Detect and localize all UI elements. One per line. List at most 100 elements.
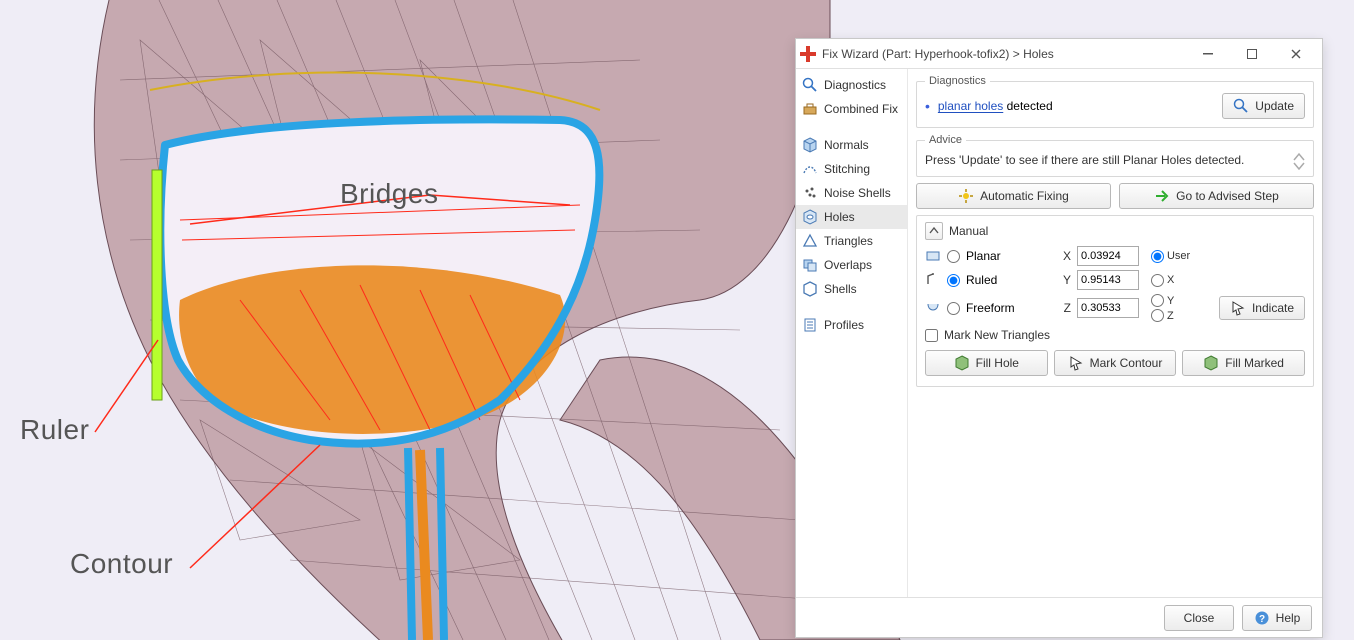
x-label: X [1049,249,1073,263]
wizard-nav: Diagnostics Combined Fix Normals Stitchi… [796,69,908,597]
holes-icon [802,209,818,225]
fill-marked-icon [1203,355,1219,371]
window-title: Fix Wizard (Part: Hyperhook-tofix2) > Ho… [822,47,1186,61]
annotation-bridges: Bridges [340,178,438,210]
planar-holes-link[interactable]: planar holes [938,99,1003,113]
arrow-right-icon [1154,188,1170,204]
mode-label: Planar [966,249,1001,263]
nav-label: Holes [824,210,855,224]
wizard-content: Diagnostics • planar holes detected Upda… [908,69,1322,597]
nav-triangles[interactable]: Triangles [796,229,907,253]
automatic-fixing-button[interactable]: Automatic Fixing [916,183,1111,209]
help-button[interactable]: ? Help [1242,605,1312,631]
help-icon: ? [1254,610,1270,626]
ruled-icon [925,272,941,288]
triangles-icon [802,233,818,249]
close-button[interactable]: Close [1164,605,1234,631]
nav-diagnostics[interactable]: Diagnostics [796,73,907,97]
svg-text:?: ? [1259,614,1265,625]
fill-hole-button[interactable]: Fill Hole [925,350,1048,376]
maximize-button[interactable] [1230,40,1274,68]
toolbox-icon [802,101,818,117]
minimize-button[interactable] [1186,40,1230,68]
nav-label: Shells [824,282,857,296]
update-button-label: Update [1255,99,1294,113]
chevron-down-icon [1293,161,1305,170]
freeform-icon [925,300,941,316]
titlebar[interactable]: Fix Wizard (Part: Hyperhook-tofix2) > Ho… [796,39,1322,69]
fill-marked-button[interactable]: Fill Marked [1182,350,1305,376]
annotation-ruler: Ruler [20,414,89,446]
nav-combined-fix[interactable]: Combined Fix [796,97,907,121]
axis-y[interactable]: Y [1151,294,1215,307]
z-input[interactable] [1077,298,1139,318]
nav-label: Stitching [824,162,870,176]
planar-icon [925,248,941,264]
advice-text: Press 'Update' to see if there are still… [925,152,1305,168]
advice-legend: Advice [925,134,966,146]
overlaps-icon [802,257,818,273]
magnifier-icon [802,77,818,93]
advised-label: Go to Advised Step [1176,189,1279,203]
cursor-icon [1230,300,1246,316]
nav-overlaps[interactable]: Overlaps [796,253,907,277]
axis-x[interactable]: X [1151,274,1215,287]
dialog-footer: Close ? Help [796,597,1322,637]
y-label: Y [1049,273,1073,287]
chevron-up-icon [1293,152,1305,161]
chevron-up-icon [929,226,939,236]
nav-label: Combined Fix [824,102,898,116]
axis-z[interactable]: Z [1151,309,1215,322]
update-button[interactable]: Update [1222,93,1305,119]
mode-label: Freeform [966,301,1015,315]
diag-after-text: detected [1003,99,1052,113]
nav-normals[interactable]: Normals [796,133,907,157]
diagnostics-box: Diagnostics • planar holes detected Upda… [916,75,1314,128]
diagnostics-legend: Diagnostics [925,75,990,87]
gear-icon [958,188,974,204]
fix-wizard-dialog: Fix Wizard (Part: Hyperhook-tofix2) > Ho… [795,38,1323,638]
indicate-button[interactable]: Indicate [1219,296,1305,320]
x-input[interactable] [1077,246,1139,266]
y-input[interactable] [1077,270,1139,290]
btn-label: Fill Hole [976,356,1019,370]
go-to-advised-button[interactable]: Go to Advised Step [1119,183,1314,209]
advice-box: Advice Press 'Update' to see if there ar… [916,134,1314,177]
nav-stitching[interactable]: Stitching [796,157,907,181]
btn-label: Fill Marked [1225,356,1284,370]
advice-scroll[interactable] [1293,152,1307,170]
noise-icon [802,185,818,201]
nav-noise-shells[interactable]: Noise Shells [796,181,907,205]
auto-fix-label: Automatic Fixing [980,189,1069,203]
shells-icon [802,281,818,297]
manual-panel: Manual Planar X User Ruled [916,215,1314,387]
btn-label: Help [1276,611,1301,625]
magnifier-icon [1233,98,1249,114]
collapse-button[interactable] [925,222,943,240]
profiles-icon [802,317,818,333]
cube-icon [802,137,818,153]
mode-planar[interactable]: Planar [925,248,1045,264]
nav-label: Overlaps [824,258,872,272]
fill-hole-icon [954,355,970,371]
stitch-icon [802,161,818,177]
annotation-contour: Contour [70,548,173,580]
manual-title: Manual [949,224,988,238]
bullet-icon: • [925,99,930,113]
mark-contour-icon [1068,355,1084,371]
nav-holes[interactable]: Holes [796,205,907,229]
indicate-label: Indicate [1252,301,1294,315]
nav-label: Diagnostics [824,78,886,92]
app-icon [800,46,816,62]
mode-label: Ruled [966,273,997,287]
axis-user[interactable]: User [1151,250,1215,263]
btn-label: Mark Contour [1090,356,1163,370]
mark-new-triangles-checkbox[interactable]: Mark New Triangles [925,328,1305,342]
mode-ruled[interactable]: Ruled [925,272,1045,288]
close-window-button[interactable] [1274,40,1318,68]
nav-shells[interactable]: Shells [796,277,907,301]
mark-contour-button[interactable]: Mark Contour [1054,350,1177,376]
z-label: Z [1049,301,1073,315]
nav-profiles[interactable]: Profiles [796,313,907,337]
mode-freeform[interactable]: Freeform [925,300,1045,316]
